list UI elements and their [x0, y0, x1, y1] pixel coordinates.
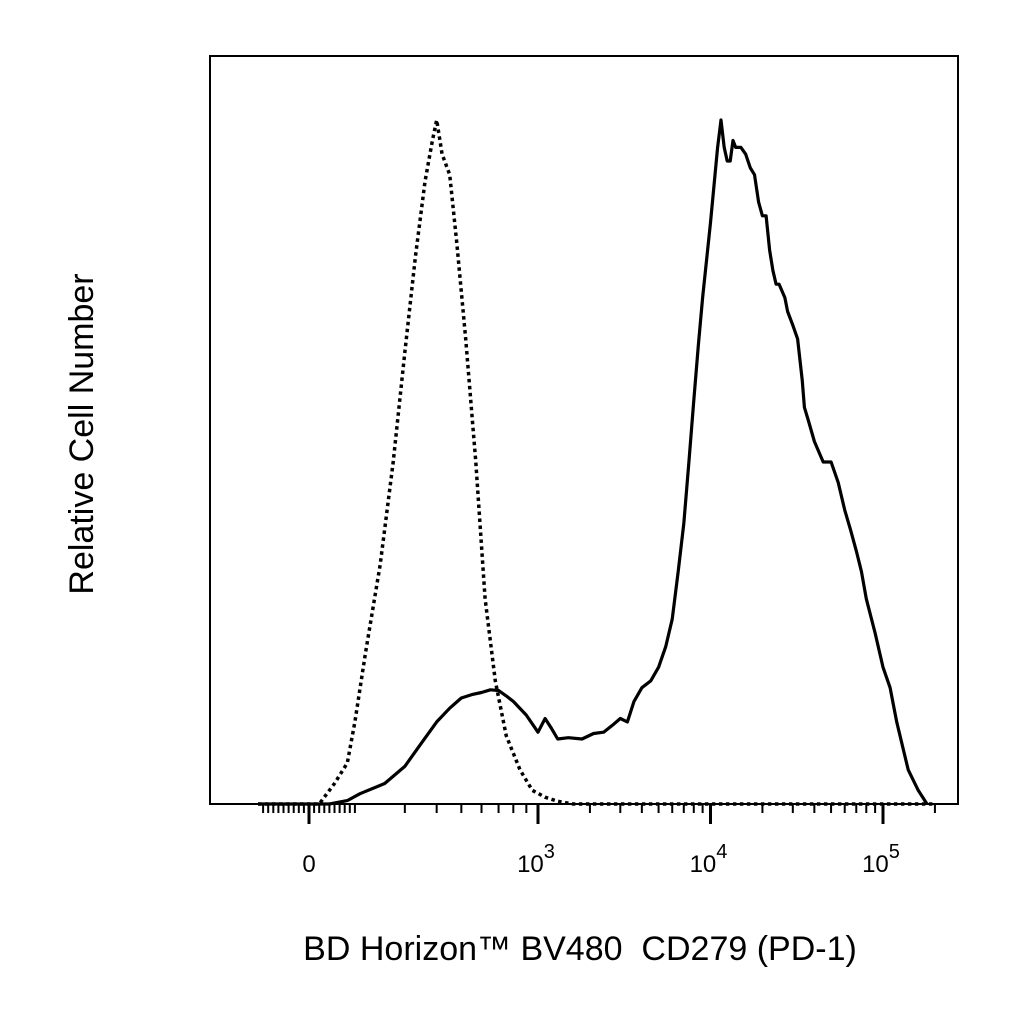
x-axis-major-ticks — [307, 804, 885, 824]
x-tick-label-exponent: 5 — [889, 841, 900, 863]
x-tick-label-exponent: 3 — [544, 841, 555, 863]
x-tick-label-base: 10 — [690, 851, 717, 878]
stained-histogram-solid — [258, 118, 929, 806]
x-tick-label-base: 10 — [862, 851, 889, 878]
x-tick-label: 105 — [862, 841, 900, 878]
x-tick-label: 103 — [517, 841, 555, 878]
plot-frame — [209, 55, 959, 805]
x-axis-label: BD Horizon™ BV480 CD279 (PD-1) — [303, 930, 857, 968]
y-axis-label: Relative Cell Number — [63, 273, 101, 594]
x-tick-label-base: 10 — [517, 851, 544, 878]
x-tick-label: 0 — [302, 851, 315, 878]
x-tick-label-exponent: 4 — [716, 841, 727, 863]
control-histogram-dotted — [258, 118, 935, 806]
x-axis-tick-labels: 0 103 104 105 — [302, 841, 900, 878]
x-tick-label: 104 — [690, 841, 728, 878]
series-layer — [258, 118, 935, 806]
x-tick-label-base: 0 — [302, 851, 315, 878]
